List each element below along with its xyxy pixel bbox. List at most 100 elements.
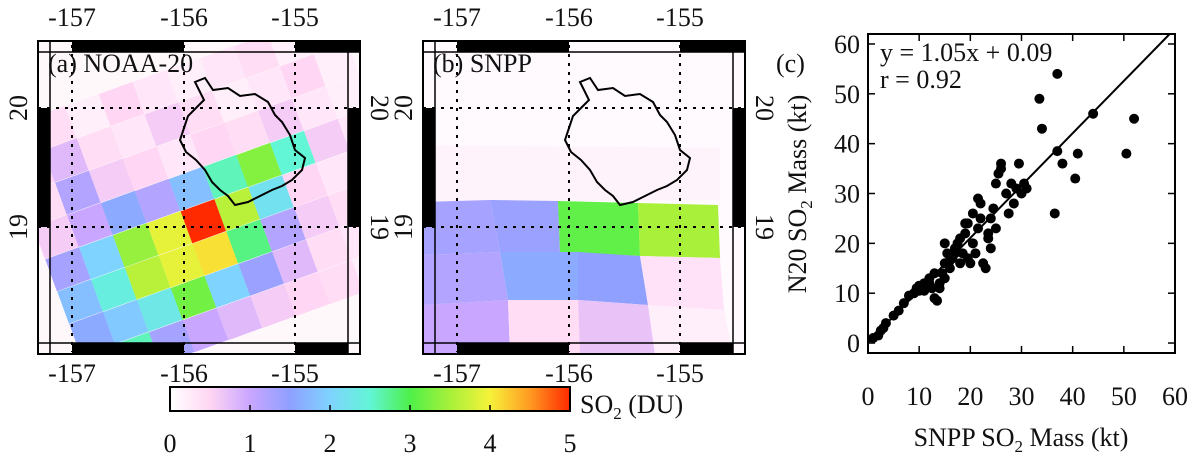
map-a-so2-cell (45, 247, 91, 292)
map-a-so2-cell (224, 110, 270, 155)
scatter-point (1008, 198, 1019, 209)
scatter-x-tick-label: 0 (862, 382, 875, 411)
scatter-point (939, 238, 950, 249)
scatter-point (985, 213, 996, 224)
map-a-so2-cell (67, 202, 113, 248)
map-a-lon-tick-bottom: -155 (271, 359, 319, 388)
scatter-point (924, 278, 935, 289)
scatter-point (955, 258, 966, 269)
regression-equation: y = 1.05x + 0.09 (880, 38, 1052, 67)
map-a-so2-cell (38, 136, 43, 152)
map-a-so2-cell (100, 190, 147, 236)
scatter-point (983, 228, 994, 239)
scatter-point (1129, 113, 1140, 124)
map-b-lat-tick-left: 20 (389, 95, 418, 121)
scatter-x-axis-label: SNPP SO2 Mass (kt) (914, 423, 1129, 456)
scatter-panel-label: (c) (776, 49, 805, 78)
map-a-so2-cell (279, 54, 326, 99)
map-a-so2-cell (132, 69, 179, 115)
scatter-point (990, 223, 1001, 234)
map-b-frame (422, 40, 746, 355)
scatter-point (955, 233, 966, 244)
map-a-so2-cell (236, 142, 282, 188)
map-a-lon-tick-bottom: -157 (48, 359, 96, 388)
scatter-x-tick-label: 30 (1009, 382, 1035, 411)
scatter-point (962, 218, 973, 229)
scatter-point (973, 193, 984, 204)
map-a-so2-cell (134, 178, 181, 224)
scatter-point (1057, 158, 1068, 169)
map-a-panel-label: (a) NOAA-20 (48, 49, 193, 78)
map-b-so2-cell (640, 256, 724, 310)
map-a-island-outline (178, 76, 307, 207)
scatter-point (880, 318, 891, 329)
map-a-so2-cell (103, 299, 149, 344)
map-a-so2-cell (43, 138, 89, 183)
map-a-lat-tick-right: 19 (365, 214, 394, 240)
map-a-lat-tick-right: 20 (365, 95, 394, 121)
map-a-so2-cell (351, 257, 360, 283)
map-a-lat-tick-left: 20 (4, 95, 33, 121)
colorbar-label: SO2 (DU) (580, 390, 683, 423)
map-a-so2-cell (325, 74, 360, 119)
colorbar-tick-label: 3 (404, 429, 417, 457)
scatter-point (980, 263, 991, 274)
map-a-so2-cell (192, 231, 239, 276)
map-b-so2-cell (648, 305, 733, 354)
scatter-point (934, 283, 945, 294)
scatter-point (975, 213, 986, 224)
map-a-so2-cell (216, 295, 263, 341)
map-b-so2-cell (578, 300, 655, 354)
scatter-point (914, 280, 925, 291)
colorbar-gradient (169, 386, 571, 412)
map-b-so2-cell (500, 252, 578, 300)
scatter-point (967, 208, 978, 219)
scatter-point (1049, 208, 1060, 219)
map-a-so2-cell (291, 86, 338, 131)
map-panel-noaa20: (a) NOAA-20 -157 -156 -155 -157 -156 -15… (4, 3, 394, 388)
scatter-y-tick-label: 50 (834, 80, 860, 109)
map-a-so2-cell (306, 227, 352, 272)
map-b-lon-tick-top: -155 (656, 3, 704, 32)
map-a-lon-tick-top: -157 (48, 3, 96, 32)
map-a-lon-tick-top: -155 (271, 3, 319, 32)
map-a-so2-cell (234, 41, 280, 79)
map-a-gridlines (38, 45, 360, 352)
map-a-so2-cell (124, 255, 171, 300)
map-a-so2-cell (91, 267, 137, 312)
scatter-y-tick-label: 20 (834, 229, 860, 258)
colorbar-ticks: 0 1 2 3 4 5 (164, 405, 577, 457)
scatter-point (898, 298, 909, 309)
map-b-lon-tick-bottom: -156 (545, 359, 593, 388)
map-b-so2-cell (558, 201, 640, 256)
scatter-point (932, 295, 943, 306)
map-a-so2-cell (144, 102, 191, 147)
map-b-island-outline (563, 76, 692, 207)
map-b-lon-tick-bottom: -157 (433, 359, 481, 388)
map-a-so2-cell (214, 187, 260, 232)
scatter-point (1013, 158, 1024, 169)
map-a-so2-cell (226, 219, 272, 264)
scatter-point (1034, 93, 1045, 104)
map-a-lat-tick-left: 19 (4, 214, 33, 240)
scatter-y-tick-label: 0 (847, 329, 860, 358)
map-b-lon-tick-bottom: -155 (656, 359, 704, 388)
scatter-y-tick-label: 10 (834, 279, 860, 308)
map-a-so2-cell (146, 211, 193, 256)
scatter-point (1121, 148, 1132, 159)
scatter-x-tick-label: 40 (1060, 382, 1086, 411)
scatter-axis-ticks: 0 10 20 30 40 50 60 0 10 20 30 40 50 60 (834, 30, 1188, 411)
scatter-x-tick-label: 20 (957, 382, 983, 411)
scatter-point (985, 243, 996, 254)
scatter-y-tick-label: 60 (834, 30, 860, 59)
map-a-so2-cell (112, 223, 159, 268)
correlation-text: r = 0.92 (880, 65, 962, 94)
map-a-so2-cell (238, 251, 284, 296)
map-a-so2-cell (168, 166, 215, 212)
map-a-so2-cell (204, 263, 251, 308)
scatter-point (949, 248, 960, 259)
map-a-so2-cell (303, 118, 350, 164)
scatter-point (1052, 146, 1063, 157)
scatter-panel: 0 10 20 30 40 50 60 0 10 20 30 40 50 60 (c) y = 1.05x… (776, 30, 1188, 456)
scatter-point (1072, 148, 1083, 159)
